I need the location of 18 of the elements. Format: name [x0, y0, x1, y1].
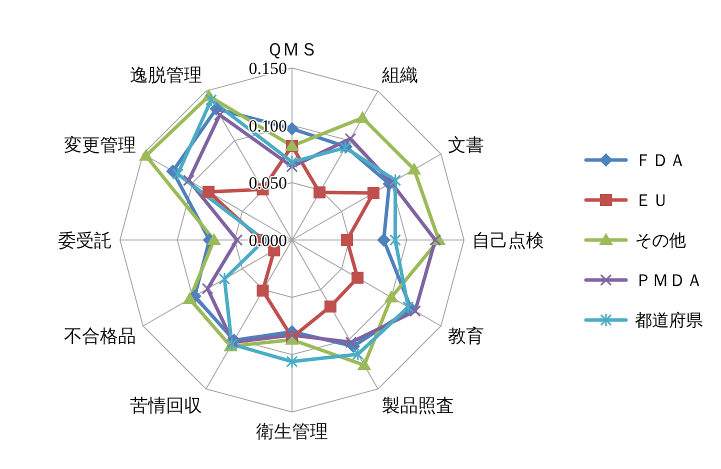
- spoke-label: 逸脱管理: [130, 64, 202, 86]
- legend-label: ＰＭＤＡ: [635, 270, 703, 292]
- legend-label: その他: [635, 230, 686, 252]
- spoke-label: ＱＭＳ: [266, 39, 318, 60]
- spoke-label: 衛生管理: [256, 421, 328, 442]
- legend-label: 都道府県: [635, 310, 703, 332]
- spoke-label: 製品照査: [382, 396, 454, 417]
- spoke-label: 苦情回収: [130, 396, 202, 417]
- legend-label: ＦＤＡ: [635, 150, 686, 172]
- spoke-label: 教育: [448, 326, 484, 347]
- spoke-label: 委受託: [58, 230, 112, 252]
- spoke-label: 文書: [448, 134, 484, 156]
- spoke-label: 組織: [381, 64, 418, 86]
- y-tick-label: 0.150: [248, 58, 287, 78]
- spoke-label: 不合格品: [64, 326, 136, 347]
- spoke-label: 自己点検: [472, 230, 544, 252]
- legend-label: ＥＵ: [635, 190, 669, 212]
- spoke-label: 変更管理: [64, 134, 136, 156]
